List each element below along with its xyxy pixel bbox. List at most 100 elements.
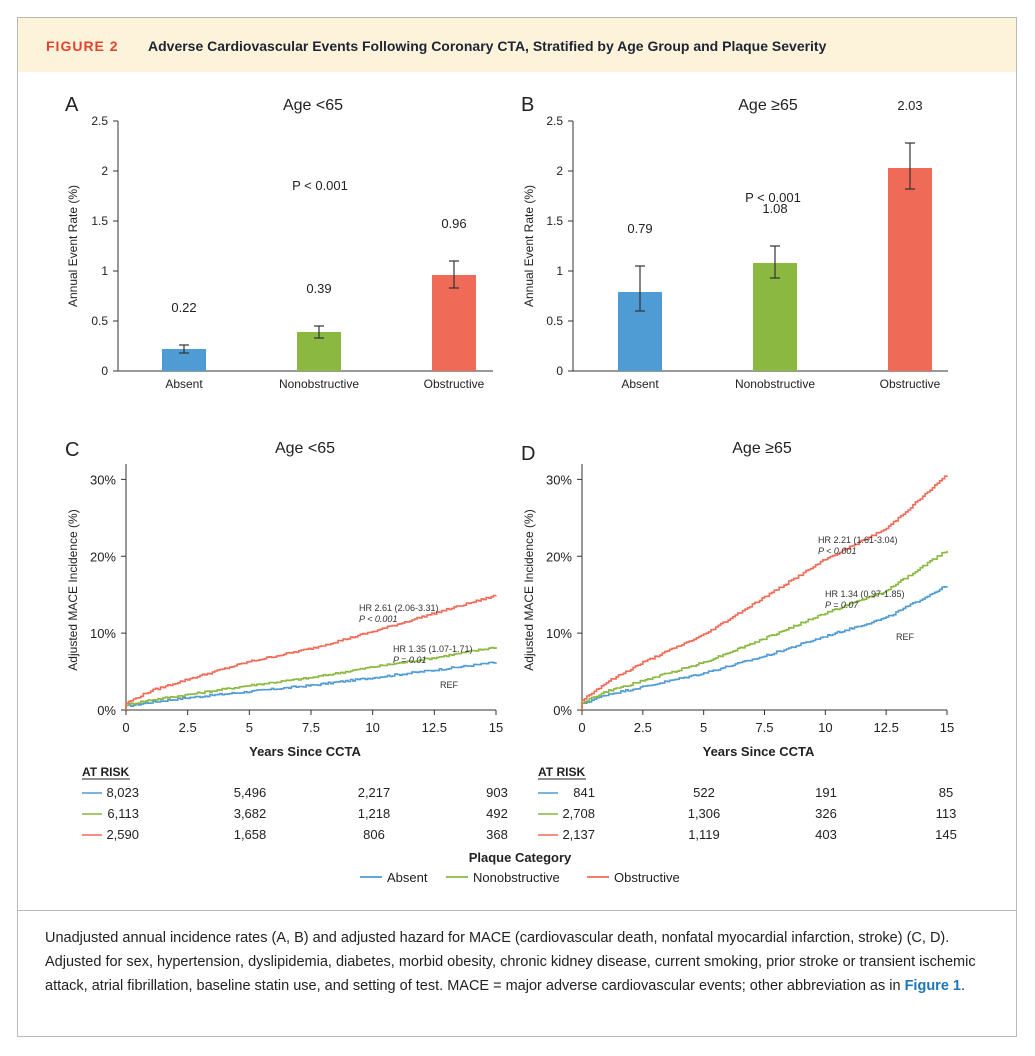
bar-nonobstructive bbox=[753, 263, 797, 371]
x-category-label: Obstructive bbox=[424, 377, 485, 391]
hazard-ratio-annotation: P = 0.01 bbox=[393, 655, 426, 665]
at-risk-value: 1,119 bbox=[688, 827, 720, 842]
at-risk-value: 522 bbox=[693, 785, 715, 800]
bar-obstructive bbox=[432, 275, 476, 371]
at-risk-value: 492 bbox=[486, 806, 508, 821]
data-label: 2.03 bbox=[897, 98, 922, 113]
x-category-label: Nonobstructive bbox=[279, 377, 359, 391]
x-category-label: Absent bbox=[621, 377, 659, 391]
caption-end: . bbox=[960, 978, 966, 994]
panel-label-c: C bbox=[65, 439, 79, 461]
at-risk-value: 2,137 bbox=[562, 827, 595, 842]
at-risk-value: 8,023 bbox=[106, 785, 139, 800]
hazard-ratio-annotation: HR 1.34 (0.97-1.85) bbox=[825, 589, 905, 599]
x-category-label: Absent bbox=[165, 377, 203, 391]
km-curve-nonobstructive bbox=[125, 646, 497, 710]
bar-absent bbox=[162, 349, 206, 371]
panel-title: Age <65 bbox=[275, 440, 335, 457]
x-category-label: Obstructive bbox=[880, 377, 941, 391]
y-tick-label: 0% bbox=[97, 703, 116, 718]
y-tick-label: 0 bbox=[101, 364, 108, 378]
legend-label: Nonobstructive bbox=[473, 870, 560, 885]
legend-title: Plaque Category bbox=[469, 850, 572, 865]
bar-obstructive bbox=[888, 168, 932, 371]
p-value: P < 0.001 bbox=[745, 190, 801, 205]
at-risk-value: 191 bbox=[815, 785, 837, 800]
y-tick-label: 1.5 bbox=[546, 214, 563, 228]
panel-label-d: D bbox=[521, 443, 535, 465]
panel-title: Age <65 bbox=[283, 97, 343, 114]
km-curve-absent bbox=[125, 661, 497, 710]
hazard-ratio-annotation: REF bbox=[440, 680, 459, 690]
at-risk-value: 85 bbox=[939, 785, 953, 800]
x-tick-label: 10 bbox=[818, 720, 832, 735]
y-tick-label: 2.5 bbox=[91, 114, 108, 128]
x-tick-label: 0 bbox=[578, 720, 585, 735]
hazard-ratio-annotation: P < 0.001 bbox=[359, 614, 397, 624]
y-axis-label: Annual Event Rate (%) bbox=[66, 185, 80, 307]
hazard-ratio-annotation: REF bbox=[896, 632, 915, 642]
at-risk-value: 145 bbox=[935, 827, 957, 842]
at-risk-value: 1,218 bbox=[358, 806, 391, 821]
at-risk-value: 326 bbox=[815, 806, 837, 821]
hazard-ratio-annotation: HR 1.35 (1.07-1.71) bbox=[393, 644, 473, 654]
y-tick-label: 0% bbox=[553, 703, 572, 718]
legend-label: Absent bbox=[387, 870, 428, 885]
data-label: 0.22 bbox=[171, 300, 196, 315]
y-tick-label: 2 bbox=[556, 164, 563, 178]
panel-title: Age ≥65 bbox=[738, 97, 798, 114]
figure-frame bbox=[17, 17, 1017, 1037]
at-risk-value: 1,306 bbox=[688, 806, 721, 821]
x-tick-label: 15 bbox=[940, 720, 954, 735]
hazard-ratio-annotation: P < 0.001 bbox=[818, 546, 856, 556]
x-tick-label: 10 bbox=[365, 720, 379, 735]
at-risk-value: 3,682 bbox=[234, 806, 267, 821]
legend-label: Obstructive bbox=[614, 870, 680, 885]
x-tick-label: 2.5 bbox=[179, 720, 197, 735]
data-label: 0.79 bbox=[627, 221, 652, 236]
km-curve-absent bbox=[581, 586, 948, 710]
y-tick-label: 20% bbox=[546, 549, 572, 564]
y-tick-label: 30% bbox=[90, 472, 116, 487]
y-tick-label: 0.5 bbox=[91, 314, 108, 328]
km-curve-nonobstructive bbox=[581, 550, 948, 710]
at-risk-value: 2,217 bbox=[358, 785, 391, 800]
x-tick-label: 5 bbox=[246, 720, 253, 735]
y-tick-label: 10% bbox=[546, 626, 572, 641]
y-tick-label: 2.5 bbox=[546, 114, 563, 128]
at-risk-value: 2,708 bbox=[562, 806, 595, 821]
at-risk-value: 841 bbox=[573, 785, 595, 800]
x-tick-label: 5 bbox=[700, 720, 707, 735]
x-axis-label: Years Since CCTA bbox=[703, 744, 815, 759]
at-risk-value: 403 bbox=[815, 827, 837, 842]
x-tick-label: 12.5 bbox=[422, 720, 447, 735]
figure-1-link[interactable]: Figure 1 bbox=[904, 978, 961, 994]
y-tick-label: 2 bbox=[101, 164, 108, 178]
at-risk-value: 903 bbox=[486, 785, 508, 800]
y-tick-label: 0 bbox=[556, 364, 563, 378]
caption-divider bbox=[18, 910, 1016, 911]
x-tick-label: 7.5 bbox=[755, 720, 773, 735]
y-axis-label: Adjusted MACE Incidence (%) bbox=[66, 509, 80, 670]
x-axis-label: Years Since CCTA bbox=[249, 744, 361, 759]
y-tick-label: 20% bbox=[90, 549, 116, 564]
y-axis-label: Adjusted MACE Incidence (%) bbox=[522, 509, 536, 670]
x-tick-label: 2.5 bbox=[634, 720, 652, 735]
panel-title: Age ≥65 bbox=[732, 440, 792, 457]
caption-text: Unadjusted annual incidence rates (A, B)… bbox=[45, 930, 976, 994]
km-curve-obstructive bbox=[125, 594, 497, 710]
at-risk-value: 6,113 bbox=[107, 806, 139, 821]
x-tick-label: 0 bbox=[122, 720, 129, 735]
x-category-label: Nonobstructive bbox=[735, 377, 815, 391]
at-risk-value: 1,658 bbox=[234, 827, 267, 842]
at-risk-header: AT RISK bbox=[538, 765, 585, 779]
x-tick-label: 7.5 bbox=[302, 720, 320, 735]
hazard-ratio-annotation: HR 2.21 (1.61-3.04) bbox=[818, 535, 898, 545]
at-risk-value: 113 bbox=[936, 806, 957, 821]
x-tick-label: 15 bbox=[489, 720, 503, 735]
at-risk-value: 2,590 bbox=[106, 827, 139, 842]
y-tick-label: 30% bbox=[546, 472, 572, 487]
figure-title: Adverse Cardiovascular Events Following … bbox=[148, 38, 827, 54]
at-risk-value: 368 bbox=[486, 827, 508, 842]
